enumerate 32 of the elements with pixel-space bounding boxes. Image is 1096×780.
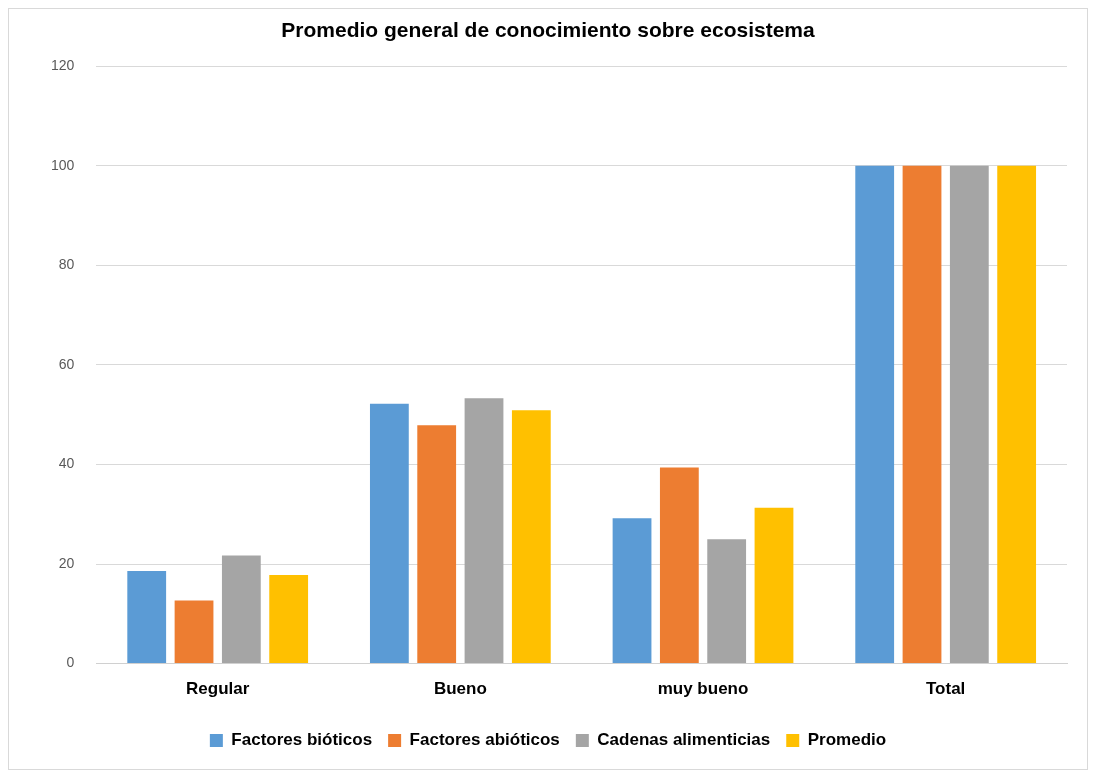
bar bbox=[369, 403, 409, 664]
x-tick-label: Total bbox=[925, 679, 966, 699]
legend-label: Factores abióticos bbox=[409, 730, 560, 750]
x-tick-label: Bueno bbox=[433, 679, 487, 699]
bar bbox=[174, 600, 214, 664]
y-tick-label: 20 bbox=[58, 554, 75, 571]
y-tick-label: 60 bbox=[58, 355, 75, 372]
bar bbox=[997, 165, 1037, 664]
bar bbox=[221, 555, 261, 664]
bar bbox=[949, 165, 989, 664]
y-tick-label: 40 bbox=[58, 455, 75, 472]
y-tick-label: 100 bbox=[51, 156, 75, 173]
legend-label: Cadenas alimenticias bbox=[597, 730, 771, 750]
bar bbox=[855, 165, 895, 664]
bar bbox=[707, 539, 747, 664]
bar bbox=[754, 507, 794, 664]
bar bbox=[269, 574, 309, 664]
bar bbox=[612, 518, 652, 664]
bar bbox=[464, 398, 504, 664]
legend-label: Factores bióticos bbox=[231, 730, 373, 750]
y-tick-label: 120 bbox=[51, 57, 75, 74]
x-tick-label: muy bueno bbox=[657, 679, 749, 699]
x-tick-label: Regular bbox=[186, 679, 250, 699]
bar bbox=[417, 425, 457, 664]
bar bbox=[511, 410, 551, 664]
y-tick-label: 0 bbox=[66, 654, 75, 671]
y-tick-label: 80 bbox=[58, 256, 75, 273]
bar bbox=[127, 571, 167, 664]
bar bbox=[659, 467, 699, 664]
chart-title: Promedio general de conocimiento sobre ecosistema bbox=[281, 18, 815, 42]
bar bbox=[902, 165, 942, 664]
legend-label: Promedio bbox=[807, 730, 887, 750]
